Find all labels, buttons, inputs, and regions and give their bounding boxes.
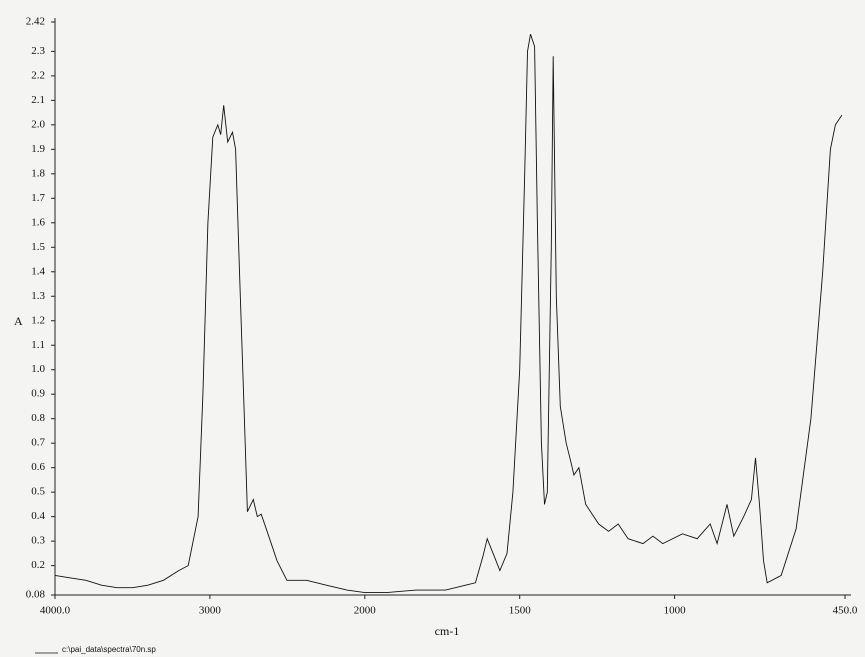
y-tick-label: 0.9 — [31, 388, 45, 400]
y-tick-label: 2.1 — [31, 94, 45, 106]
y-tick-label: 1.0 — [31, 363, 45, 375]
y-tick-label: 0.4 — [31, 510, 45, 522]
x-tick-label: 3000 — [199, 605, 222, 617]
y-tick-label: 1.1 — [31, 339, 45, 351]
spectrum-line — [54, 34, 843, 594]
y-tick-label: 1.4 — [31, 265, 45, 277]
y-axis-label: A — [14, 314, 23, 328]
y-tick-label: 2.42 — [26, 16, 45, 28]
y-tick-label: 1.9 — [31, 143, 45, 155]
x-tick-label: 1500 — [509, 605, 532, 617]
x-tick-label: 1000 — [664, 605, 687, 617]
y-tick-label: 1.8 — [31, 167, 45, 179]
y-tick-label: 0.3 — [31, 535, 45, 547]
y-tick-label: 1.2 — [31, 314, 45, 326]
y-tick-label: 0.2 — [31, 559, 45, 571]
y-tick-label: 1.7 — [31, 192, 45, 204]
y-tick-label: 1.6 — [31, 216, 45, 228]
legend-label: c:\pai_data\spectra\70n.sp — [62, 645, 156, 654]
x-tick-label: 450.0 — [833, 605, 858, 617]
y-tick-label: 0.7 — [31, 437, 45, 449]
y-tick-label: 0.8 — [31, 412, 45, 424]
y-tick-label: 1.3 — [31, 290, 45, 302]
y-tick-label: 0.6 — [31, 461, 45, 473]
y-tick-label: 2.3 — [31, 45, 45, 57]
y-tick-label: 0.08 — [26, 589, 46, 601]
x-axis-label: cm-1 — [435, 624, 460, 638]
y-tick-label: 2.2 — [31, 69, 45, 81]
y-tick-label: 2.0 — [31, 118, 45, 130]
x-tick-label: 4000.0 — [40, 605, 71, 617]
x-tick-label: 2000 — [354, 605, 377, 617]
y-tick-label: 1.5 — [31, 241, 45, 253]
y-tick-label: 0.5 — [31, 486, 45, 498]
